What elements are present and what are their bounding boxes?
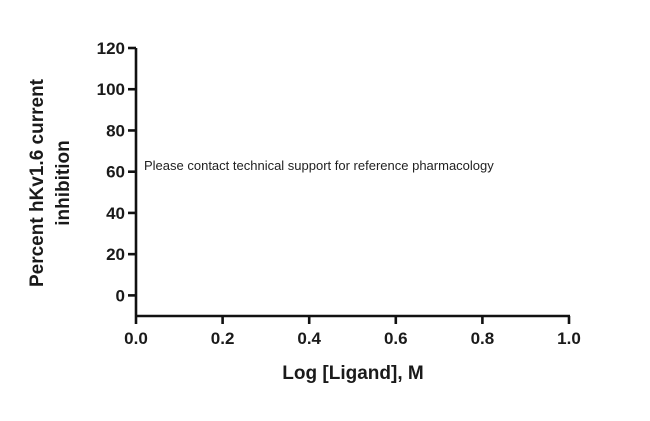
y-tick-label: 120 bbox=[97, 39, 125, 58]
x-axis-title: Log [Ligand], M bbox=[282, 363, 423, 384]
y-tick-label: 40 bbox=[106, 204, 125, 223]
y-axis-title-line-1: Percent hKv1.6 current bbox=[27, 78, 48, 287]
x-tick-label: 1.0 bbox=[557, 329, 581, 348]
y-tick-label: 60 bbox=[106, 163, 125, 182]
y-tick-label: 20 bbox=[106, 245, 125, 264]
x-tick-label: 0.6 bbox=[384, 329, 408, 348]
y-axis-title-line-2: inhibition bbox=[53, 140, 74, 225]
y-tick-label: 80 bbox=[106, 121, 125, 140]
chart-annotation: Please contact technical support for ref… bbox=[144, 158, 494, 173]
y-tick-label: 0 bbox=[116, 286, 125, 305]
x-tick-label: 0.0 bbox=[124, 329, 148, 348]
y-tick-label: 100 bbox=[97, 80, 125, 99]
y-axis: 0 20 40 60 80 100 120 bbox=[97, 39, 138, 316]
x-tick-label: 0.2 bbox=[211, 329, 235, 348]
x-axis: 0.0 0.2 0.4 0.6 0.8 1.0 bbox=[124, 314, 581, 348]
x-tick-label: 0.8 bbox=[471, 329, 495, 348]
y-axis-title-group: Percent hKv1.6 current inhibition bbox=[27, 78, 74, 287]
x-tick-label: 0.4 bbox=[297, 329, 321, 348]
